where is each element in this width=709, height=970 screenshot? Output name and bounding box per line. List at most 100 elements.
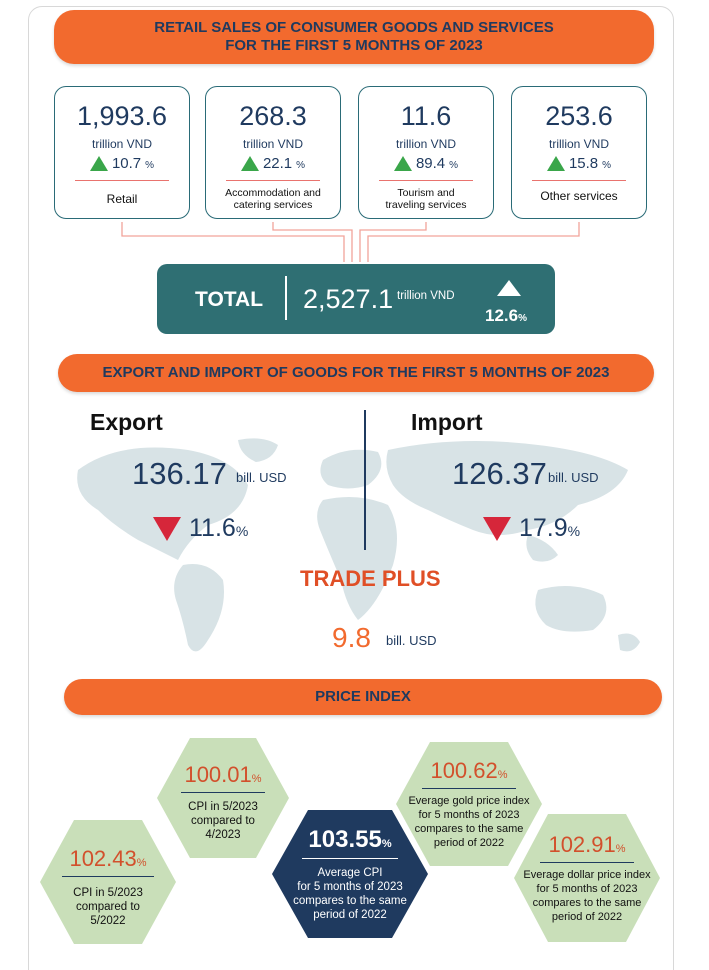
description-line: compared to bbox=[191, 815, 255, 827]
triangle-up-icon bbox=[240, 156, 259, 171]
retail-title-line2: FOR THE FIRST 5 MONTHS OF 2023 bbox=[225, 37, 483, 54]
percent-sign: % bbox=[381, 838, 392, 850]
import-change-value: 17.9 bbox=[519, 514, 568, 542]
other-services-value: 253.6 bbox=[545, 101, 613, 131]
accommodation-label: Accommodation and catering services bbox=[225, 187, 321, 211]
description-line: CPI in 5/2023 bbox=[73, 887, 143, 899]
triangle-down-icon bbox=[153, 516, 181, 541]
card-divider bbox=[226, 180, 320, 181]
description-line: Average CPI bbox=[317, 867, 383, 879]
total-divider bbox=[285, 276, 287, 320]
percent-sign: % bbox=[567, 523, 581, 539]
hexagon-divider bbox=[422, 788, 516, 789]
trade-plus-unit: bill. USD bbox=[386, 633, 437, 648]
total-value: 2,527.1 bbox=[303, 284, 394, 314]
gold-price-number: 100.62 bbox=[430, 758, 498, 783]
accommodation-unit: trillion VND bbox=[242, 137, 303, 151]
export-import-divider bbox=[364, 410, 366, 550]
hexagon-divider bbox=[540, 862, 634, 863]
triangle-up-icon bbox=[89, 156, 108, 171]
export-change-value: 11.6 bbox=[189, 514, 236, 542]
triangle-up-icon bbox=[393, 156, 412, 171]
average-cpi-hexagon: 103.55% Average CPI for 5 months of 2023… bbox=[272, 810, 428, 938]
percent-sign: % bbox=[145, 160, 155, 171]
hexagon-divider bbox=[181, 792, 265, 793]
world-map-background bbox=[77, 438, 640, 652]
page-frame bbox=[28, 6, 674, 970]
dollar-price-number: 102.91 bbox=[548, 832, 616, 857]
tourism-unit: trillion VND bbox=[395, 137, 456, 151]
percent-sign: % bbox=[136, 857, 147, 869]
triangle-up-icon bbox=[497, 280, 521, 296]
card-divider bbox=[379, 180, 473, 181]
trade-plus-value: 9.8 bbox=[332, 622, 371, 653]
description-line: 5/2022 bbox=[90, 915, 126, 927]
accommodation-card: 268.3 trillion VND 22.1% Accommodation a… bbox=[205, 86, 341, 219]
tourism-label: Tourism and traveling services bbox=[385, 187, 467, 211]
accommodation-change-value: 22.1 bbox=[262, 155, 293, 172]
total-change-value: 12.6 bbox=[485, 306, 519, 325]
percent-sign: % bbox=[235, 523, 249, 539]
export-change: 11.6% bbox=[153, 514, 248, 543]
percent-sign: % bbox=[602, 160, 612, 171]
cpi-month-description: CPI in 5/2023 compared to 4/2023 bbox=[157, 800, 289, 842]
percent-sign: % bbox=[615, 843, 626, 855]
trade-title: EXPORT AND IMPORT OF GOODS FOR THE FIRST… bbox=[102, 364, 610, 381]
import-unit: bill. USD bbox=[548, 470, 599, 485]
price-index-title: PRICE INDEX bbox=[315, 688, 411, 705]
average-cpi-number: 103.55 bbox=[308, 826, 382, 853]
description-line: period of 2022 bbox=[551, 911, 623, 923]
description-line: compares to the same bbox=[532, 897, 642, 909]
cpi-year-description: CPI in 5/2023 compared to 5/2022 bbox=[40, 886, 176, 928]
percent-sign: % bbox=[449, 160, 459, 171]
retail-change-value: 10.7 bbox=[111, 155, 142, 172]
description-line: compares to the same bbox=[293, 895, 407, 907]
dollar-price-description: Everage dollar price index for 5 months … bbox=[514, 868, 660, 924]
total-box: TOTAL 2,527.1 trillion VND 12.6% bbox=[157, 264, 555, 334]
retail-change: 10.7% bbox=[55, 155, 189, 172]
description-line: 4/2023 bbox=[205, 829, 241, 841]
dollar-price-hexagon: 102.91% Everage dollar price index for 5… bbox=[514, 814, 660, 942]
average-cpi-value: 103.55% bbox=[272, 826, 428, 854]
tourism-change: 89.4% bbox=[359, 155, 493, 172]
cpi-year-hexagon: 102.43% CPI in 5/2023 compared to 5/2022 bbox=[40, 820, 176, 944]
percent-sign: % bbox=[296, 160, 306, 171]
cpi-month-value: 100.01% bbox=[157, 762, 289, 788]
card-divider bbox=[75, 180, 169, 181]
accommodation-value: 268.3 bbox=[239, 101, 307, 131]
retail-unit: trillion VND bbox=[91, 137, 152, 151]
export-unit: bill. USD bbox=[236, 470, 287, 485]
total-label: TOTAL bbox=[195, 288, 264, 311]
trade-section-banner: EXPORT AND IMPORT OF GOODS FOR THE FIRST… bbox=[58, 354, 654, 392]
description-line: Everage dollar price index bbox=[523, 869, 651, 881]
gold-price-hexagon: 100.62% Everage gold price index for 5 m… bbox=[396, 742, 542, 866]
tourism-value: 11.6 bbox=[400, 101, 452, 131]
export-label: Export bbox=[90, 409, 163, 435]
import-label: Import bbox=[411, 409, 483, 435]
other-services-card: 253.6 trillion VND 15.8% Other services bbox=[511, 86, 647, 219]
other-services-change-value: 15.8 bbox=[568, 155, 599, 172]
triangle-up-icon bbox=[546, 156, 565, 171]
retail-card: 1,993.6 trillion VND 10.7% Retail bbox=[54, 86, 190, 219]
trade-plus-label: TRADE PLUS bbox=[300, 566, 441, 591]
dollar-price-value: 102.91% bbox=[514, 832, 660, 858]
description-line: Everage gold price index bbox=[408, 795, 530, 807]
hexagon-divider bbox=[62, 876, 154, 877]
description-line: for 5 months of 2023 bbox=[297, 881, 403, 893]
cpi-month-number: 100.01 bbox=[184, 762, 252, 787]
cpi-year-value: 102.43% bbox=[40, 846, 176, 872]
percent-sign: % bbox=[518, 313, 527, 324]
description-line: compared to bbox=[76, 901, 140, 913]
description-line: compares to the same bbox=[414, 823, 524, 835]
description-line: for 5 months of 2023 bbox=[536, 883, 638, 895]
cpi-year-number: 102.43 bbox=[69, 846, 137, 871]
retail-section-banner: RETAIL SALES OF CONSUMER GOODS AND SERVI… bbox=[54, 10, 654, 64]
tourism-change-value: 89.4 bbox=[415, 155, 446, 172]
description-line: CPI in 5/2023 bbox=[188, 801, 258, 813]
card-divider bbox=[532, 180, 626, 181]
percent-sign: % bbox=[497, 769, 508, 781]
description-line: for 5 months of 2023 bbox=[418, 809, 520, 821]
percent-sign: % bbox=[251, 773, 262, 785]
gold-price-value: 100.62% bbox=[396, 758, 542, 784]
cpi-month-hexagon: 100.01% CPI in 5/2023 compared to 4/2023 bbox=[157, 738, 289, 858]
